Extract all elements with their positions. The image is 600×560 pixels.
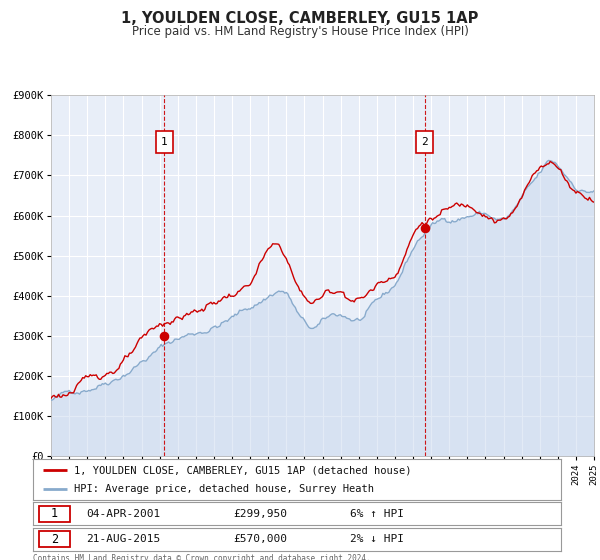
Text: HPI: Average price, detached house, Surrey Heath: HPI: Average price, detached house, Surr… bbox=[74, 484, 374, 494]
Text: 2: 2 bbox=[421, 137, 428, 147]
Point bbox=[420, 223, 430, 232]
Text: 1, YOULDEN CLOSE, CAMBERLEY, GU15 1AP: 1, YOULDEN CLOSE, CAMBERLEY, GU15 1AP bbox=[121, 11, 479, 26]
Text: £299,950: £299,950 bbox=[233, 508, 287, 519]
FancyBboxPatch shape bbox=[416, 132, 433, 153]
Text: 1, YOULDEN CLOSE, CAMBERLEY, GU15 1AP (detached house): 1, YOULDEN CLOSE, CAMBERLEY, GU15 1AP (d… bbox=[74, 465, 412, 475]
FancyBboxPatch shape bbox=[40, 506, 70, 521]
Text: 6% ↑ HPI: 6% ↑ HPI bbox=[350, 508, 404, 519]
Text: 2: 2 bbox=[51, 533, 58, 546]
Text: 21-AUG-2015: 21-AUG-2015 bbox=[86, 534, 160, 544]
Text: 04-APR-2001: 04-APR-2001 bbox=[86, 508, 160, 519]
FancyBboxPatch shape bbox=[157, 132, 173, 153]
Text: 1: 1 bbox=[51, 507, 58, 520]
Text: Price paid vs. HM Land Registry's House Price Index (HPI): Price paid vs. HM Land Registry's House … bbox=[131, 25, 469, 38]
Text: 1: 1 bbox=[161, 137, 168, 147]
Text: £570,000: £570,000 bbox=[233, 534, 287, 544]
Point bbox=[160, 332, 169, 340]
Text: Contains HM Land Registry data © Crown copyright and database right 2024.
This d: Contains HM Land Registry data © Crown c… bbox=[33, 554, 371, 560]
FancyBboxPatch shape bbox=[40, 531, 70, 547]
Text: 2% ↓ HPI: 2% ↓ HPI bbox=[350, 534, 404, 544]
